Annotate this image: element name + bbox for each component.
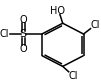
- Text: O: O: [19, 44, 27, 54]
- Text: Cl: Cl: [69, 71, 78, 81]
- Text: HO: HO: [50, 6, 65, 16]
- Text: Cl: Cl: [91, 20, 100, 30]
- Text: O: O: [19, 15, 27, 24]
- Text: S: S: [20, 29, 27, 39]
- Text: Cl: Cl: [0, 29, 9, 39]
